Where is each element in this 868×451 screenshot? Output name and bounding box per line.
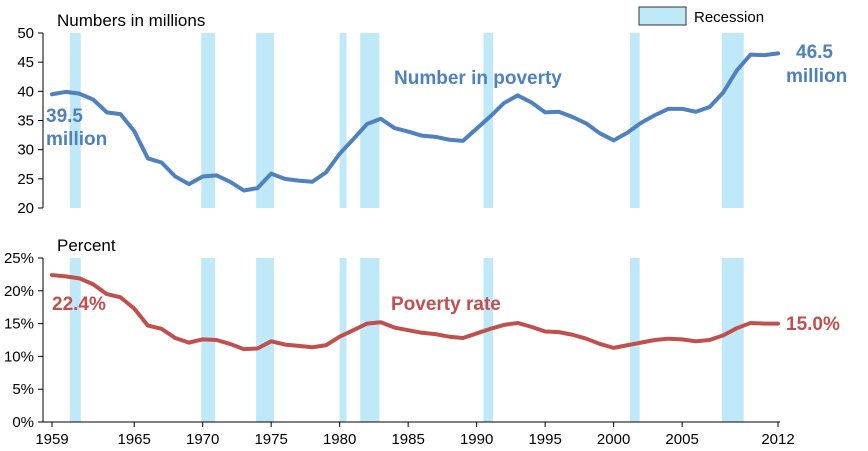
recession-band bbox=[721, 33, 744, 208]
legend: Recession bbox=[638, 6, 764, 26]
x-tick-label: 2005 bbox=[665, 431, 698, 448]
x-tick-label: 1980 bbox=[323, 431, 356, 448]
panel-rate: Percent 0% 5% 10% 15% 20% 25% 1959 1965 1970 197… bbox=[4, 236, 840, 448]
rate-series-label: Poverty rate bbox=[391, 294, 501, 315]
recession-band bbox=[360, 33, 380, 208]
poverty-rate-line bbox=[50, 273, 780, 352]
number-series-label: Number in poverty bbox=[394, 68, 562, 89]
x-tick-label: 1965 bbox=[118, 431, 151, 448]
y-tick-label: 0% bbox=[12, 414, 34, 431]
y-tick-label: 25 bbox=[17, 171, 34, 188]
recession-band bbox=[360, 258, 380, 422]
legend-swatch bbox=[638, 6, 687, 26]
x-tick-label: 1990 bbox=[460, 431, 493, 448]
x-tick-label: 1970 bbox=[186, 431, 219, 448]
recession-band bbox=[201, 33, 216, 208]
recession-band bbox=[483, 258, 494, 422]
recession-band bbox=[69, 33, 81, 208]
y-tick-label: 25% bbox=[4, 250, 34, 267]
recession-band bbox=[339, 33, 347, 208]
recession-band bbox=[630, 33, 640, 208]
y-tick-label: 5% bbox=[12, 381, 34, 398]
recession-band bbox=[630, 258, 640, 422]
number-end-value: 46.5 bbox=[796, 42, 833, 63]
number-in-poverty-line bbox=[50, 51, 780, 193]
x-tick-label: 1985 bbox=[391, 431, 424, 448]
y-tick-label: 20 bbox=[17, 200, 34, 217]
rate-end-value: 15.0% bbox=[786, 314, 840, 335]
recession-band bbox=[721, 258, 744, 422]
panel-number: Numbers in millions 20 25 30 35 40 45 50 Numbe… bbox=[17, 11, 847, 217]
x-tick-label: 2000 bbox=[597, 431, 630, 448]
y-tick-label: 40 bbox=[17, 83, 34, 100]
y-tick-label: 20% bbox=[4, 283, 34, 300]
y-tick-label: 10% bbox=[4, 348, 34, 365]
y-tick-label: 50 bbox=[17, 25, 34, 42]
panel-rate-ylabel: Percent bbox=[57, 236, 116, 255]
y-tick-label: 35 bbox=[17, 113, 34, 130]
recession-bands-bottom bbox=[69, 258, 744, 422]
number-start-unit: million bbox=[46, 129, 107, 150]
x-ticks: 1959 1965 1970 1975 1980 1985 1990 1995 2000 2005… bbox=[35, 422, 795, 448]
recession-band bbox=[256, 33, 274, 208]
y-tick-label: 30 bbox=[17, 142, 34, 159]
panel-number-ylabel: Numbers in millions bbox=[57, 11, 205, 30]
y-ticks-top: 20 25 30 35 40 45 50 bbox=[17, 25, 43, 217]
x-tick-label: 1995 bbox=[528, 431, 561, 448]
x-tick-label: 1975 bbox=[254, 431, 287, 448]
rate-start-value: 22.4% bbox=[52, 294, 106, 315]
number-start-value: 39.5 bbox=[46, 106, 83, 127]
recession-band bbox=[256, 258, 274, 422]
y-ticks-bottom: 0% 5% 10% 15% 20% 25% bbox=[4, 250, 43, 431]
legend-label: Recession bbox=[694, 9, 764, 26]
y-tick-label: 45 bbox=[17, 54, 34, 71]
recession-band bbox=[339, 258, 347, 422]
x-tick-label: 2012 bbox=[761, 431, 794, 448]
y-tick-label: 15% bbox=[4, 316, 34, 333]
x-tick-label: 1959 bbox=[35, 431, 68, 448]
recession-band bbox=[69, 258, 81, 422]
number-end-unit: million bbox=[786, 66, 847, 87]
